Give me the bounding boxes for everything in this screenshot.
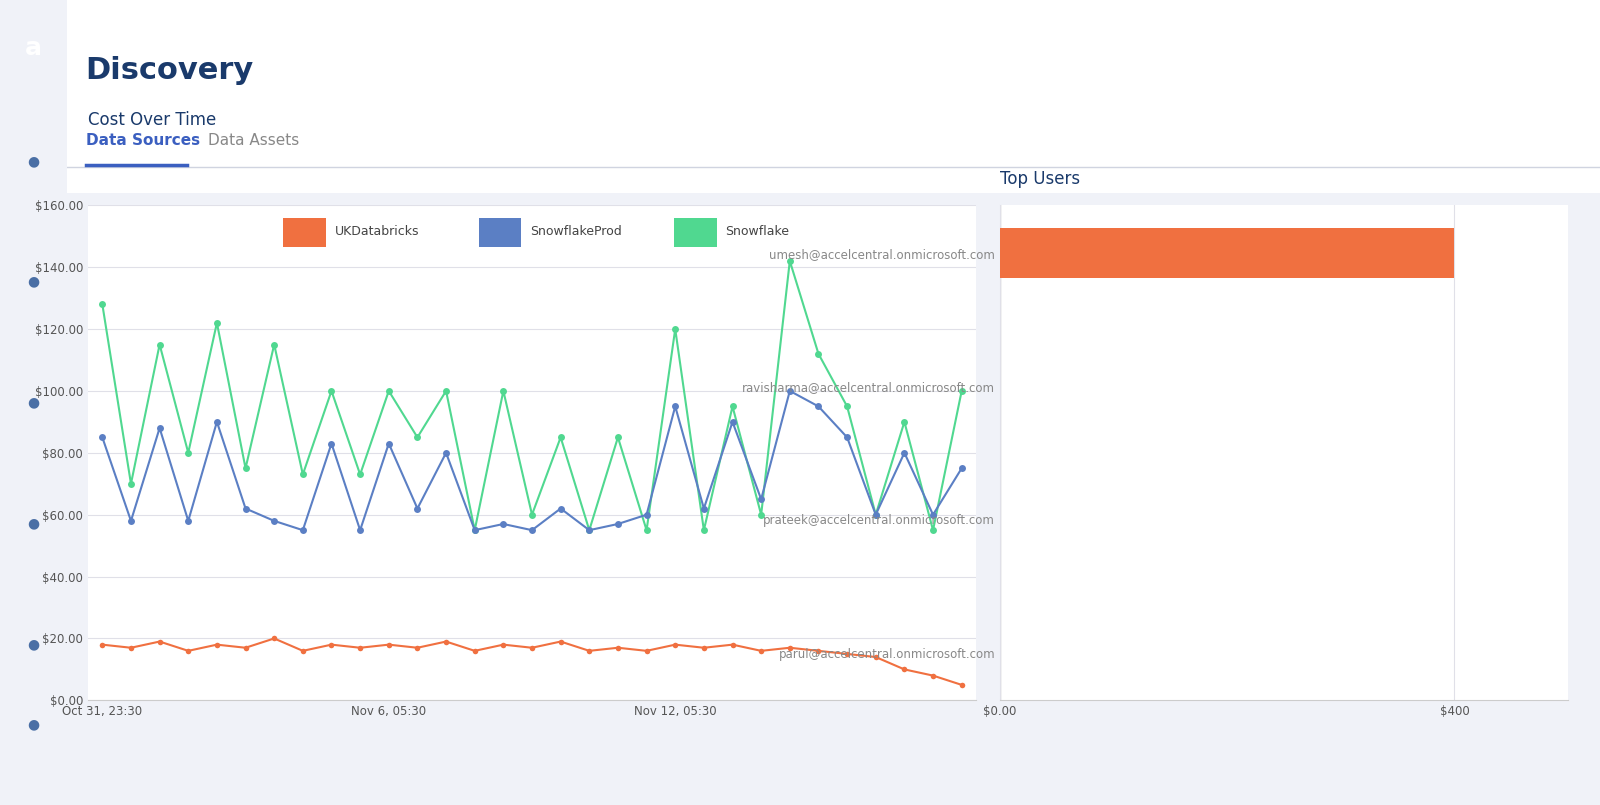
FancyBboxPatch shape xyxy=(478,218,522,247)
Text: Top Users: Top Users xyxy=(1000,171,1080,188)
Text: Discovery: Discovery xyxy=(85,56,254,85)
Text: Cost Over Time: Cost Over Time xyxy=(88,111,216,129)
Text: a: a xyxy=(26,36,42,60)
Text: SnowflakeProd: SnowflakeProd xyxy=(530,225,622,238)
Text: UKDatabricks: UKDatabricks xyxy=(334,225,419,238)
FancyBboxPatch shape xyxy=(67,0,1600,193)
Bar xyxy=(1000,228,1454,279)
Text: ●: ● xyxy=(27,395,40,410)
Text: Data Assets: Data Assets xyxy=(208,133,299,148)
FancyBboxPatch shape xyxy=(674,218,717,247)
Text: ●: ● xyxy=(27,637,40,651)
Text: Data Sources: Data Sources xyxy=(85,133,200,148)
Text: ●: ● xyxy=(27,154,40,168)
FancyBboxPatch shape xyxy=(283,218,326,247)
Text: ●: ● xyxy=(27,717,40,732)
Text: ●: ● xyxy=(27,516,40,530)
Text: ●: ● xyxy=(27,275,40,289)
Text: Snowflake: Snowflake xyxy=(725,225,789,238)
